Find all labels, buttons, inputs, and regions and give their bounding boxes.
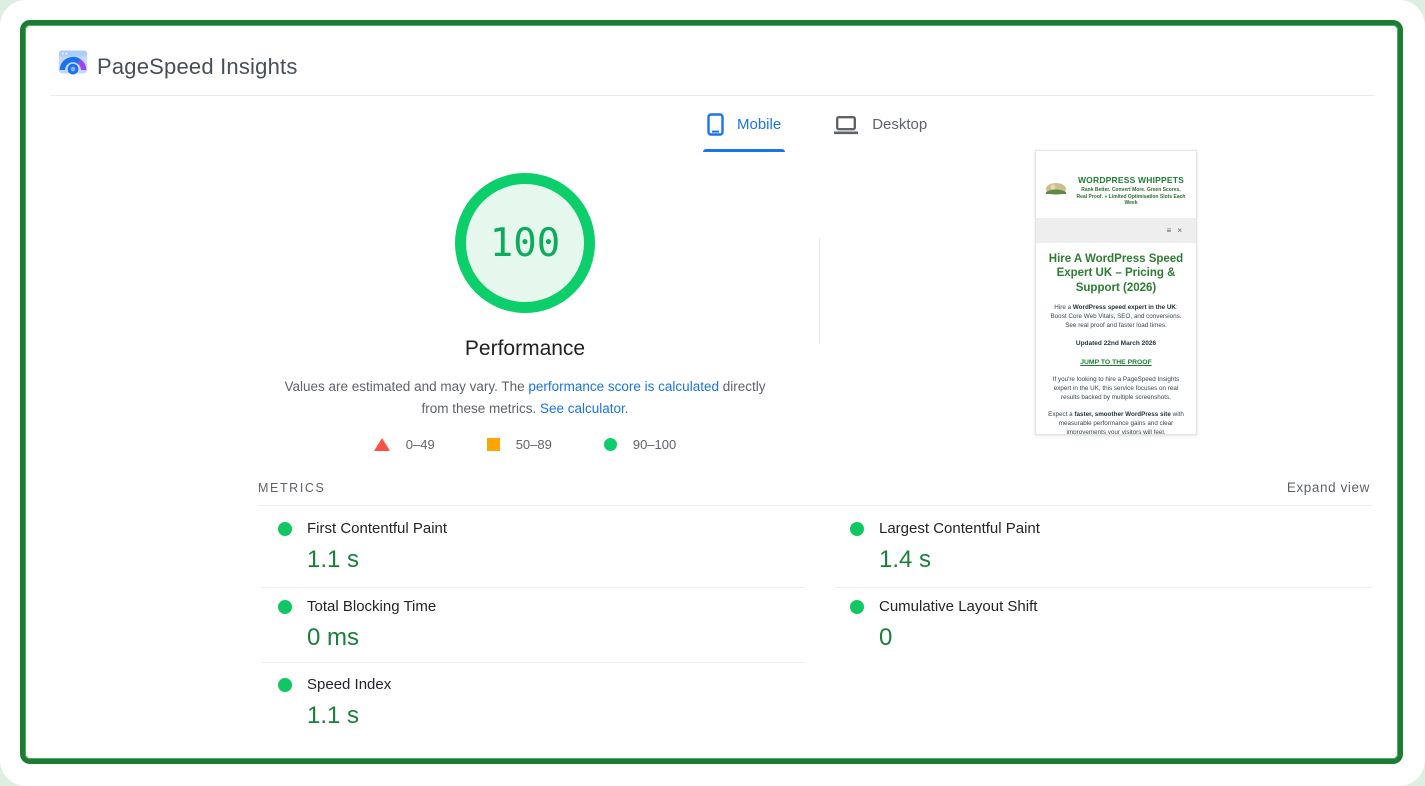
fail-triangle-icon: [373, 438, 390, 451]
performance-score-gauge: 100: [455, 173, 595, 313]
metrics-header-divider: [258, 505, 1372, 506]
metric-value: 1.1 s: [307, 702, 360, 729]
desktop-laptop-icon: [834, 115, 859, 134]
site-logo-icon: [1046, 183, 1066, 195]
thumbnail-site-titleblock: WORDPRESS WHIPPETS Rank Better. Convert …: [1072, 175, 1190, 207]
thumbnail-paragraph-2: If you're looking to hire a PageSpeed In…: [1052, 376, 1180, 401]
thumbnail-updated-date: Updated 22nd March 2026: [1075, 340, 1157, 347]
device-tabbar: Mobile Desktop: [703, 105, 931, 152]
metric-row-divider: [262, 662, 805, 663]
good-dot-icon: [278, 521, 292, 536]
site-name: WORDPRESS WHIPPETS: [1077, 175, 1185, 185]
see-calculator-link[interactable]: See calculator.: [539, 401, 629, 416]
tab-desktop[interactable]: Desktop: [829, 105, 931, 152]
menu-close-icons: ≡ ×: [1166, 225, 1184, 235]
metric-name: Total Blocking Time: [307, 598, 437, 615]
expand-view-button[interactable]: Expand view: [1286, 480, 1370, 495]
good-dot-icon: [278, 599, 292, 614]
score-disclaimer: Values are estimated and may vary. The p…: [275, 376, 775, 420]
tab-desktop-label: Desktop: [872, 116, 928, 133]
legend-average-range: 50–89: [515, 437, 552, 452]
metric-largest-contentful-paint: Largest Contentful Paint 1.4 s: [850, 520, 1040, 574]
average-square-icon: [486, 438, 500, 451]
pagespeed-logo-icon: [58, 50, 88, 75]
thumbnail-paragraph-1: Hire a WordPress speed expert in the UK:…: [1036, 303, 1196, 330]
page-title: PageSpeed Insights: [97, 54, 298, 79]
metric-name: Largest Contentful Paint: [879, 520, 1040, 537]
metric-name: Cumulative Layout Shift: [879, 598, 1038, 615]
legend-good-range: 90–100: [632, 437, 677, 452]
para1-bold: WordPress speed expert in the UK: [1072, 304, 1176, 311]
disclaimer-text-mid: directly from these metrics.: [421, 379, 766, 416]
thumbnail-site-header: WORDPRESS WHIPPETS Rank Better. Convert …: [1036, 151, 1196, 207]
metric-speed-index: Speed Index 1.1 s: [278, 676, 391, 730]
thumbnail-menu-bar: ≡ ×: [1036, 217, 1196, 243]
tab-mobile[interactable]: Mobile: [703, 105, 786, 152]
tagline-part2: Limited Optimisation Slots Each Week: [1108, 193, 1186, 207]
section-vertical-divider: [819, 238, 820, 344]
para1-post: : Boost Core Web Vitals, SEO, and conver…: [1050, 304, 1182, 329]
legend-fail-range: 0–49: [405, 437, 435, 452]
green-frame: PageSpeed Insights Mobile Desktop: [20, 20, 1403, 764]
good-circle-icon: [603, 438, 617, 451]
mobile-phone-icon: [707, 113, 724, 136]
metrics-section-title: METRICS: [258, 481, 326, 495]
jump-to-proof-link: JUMP TO THE PROOF: [1080, 359, 1152, 366]
green-dot-icon: ●: [1104, 193, 1108, 200]
performance-score-value: 100: [489, 220, 561, 266]
thumbnail-page-heading: Hire A WordPress Speed Expert UK – Prici…: [1048, 252, 1184, 294]
metric-name: First Contentful Paint: [307, 520, 448, 537]
good-dot-icon: [278, 677, 292, 692]
metric-value: 1.1 s: [307, 546, 360, 573]
site-tagline: Rank Better. Convert More. Green Scores.…: [1072, 187, 1190, 207]
metric-total-blocking-time: Total Blocking Time 0 ms: [278, 598, 436, 652]
disclaimer-text-pre: Values are estimated and may vary. The: [284, 379, 529, 394]
good-dot-icon: [850, 521, 864, 536]
metric-name: Speed Index: [307, 676, 392, 693]
metric-row-divider: [262, 587, 805, 588]
metric-row-divider: [835, 587, 1372, 588]
metric-cumulative-layout-shift: Cumulative Layout Shift 0: [850, 598, 1037, 652]
good-dot-icon: [850, 599, 864, 614]
metric-value: 0: [879, 624, 893, 651]
tagline-part1: Rank Better. Convert More. Green Scores.…: [1076, 187, 1181, 200]
metric-value: 0 ms: [307, 624, 360, 651]
thumbnail-paragraph-3: Expect a faster, smoother WordPress site…: [1036, 410, 1196, 435]
tab-mobile-label: Mobile: [737, 116, 782, 133]
metric-first-contentful-paint: First Contentful Paint 1.1 s: [278, 520, 447, 574]
para3-post: with measurable performance gains and cl…: [1058, 411, 1184, 435]
para1-pre: Hire a: [1054, 304, 1073, 311]
performance-category-title: Performance: [464, 337, 586, 360]
calculator-explainer-link[interactable]: performance score is calculated: [528, 379, 719, 394]
legend-good: 90–100: [603, 437, 677, 452]
page-screenshot-thumbnail[interactable]: WORDPRESS WHIPPETS Rank Better. Convert …: [1035, 150, 1197, 435]
para3-pre: Expect a: [1048, 411, 1075, 418]
score-legend: 0–49 50–89 90–100: [250, 437, 800, 452]
legend-fail: 0–49: [373, 437, 435, 452]
legend-average: 50–89: [486, 437, 552, 452]
para3-bold: faster, smoother WordPress site: [1074, 411, 1171, 418]
metric-value: 1.4 s: [879, 546, 932, 573]
header-divider: [50, 95, 1375, 96]
